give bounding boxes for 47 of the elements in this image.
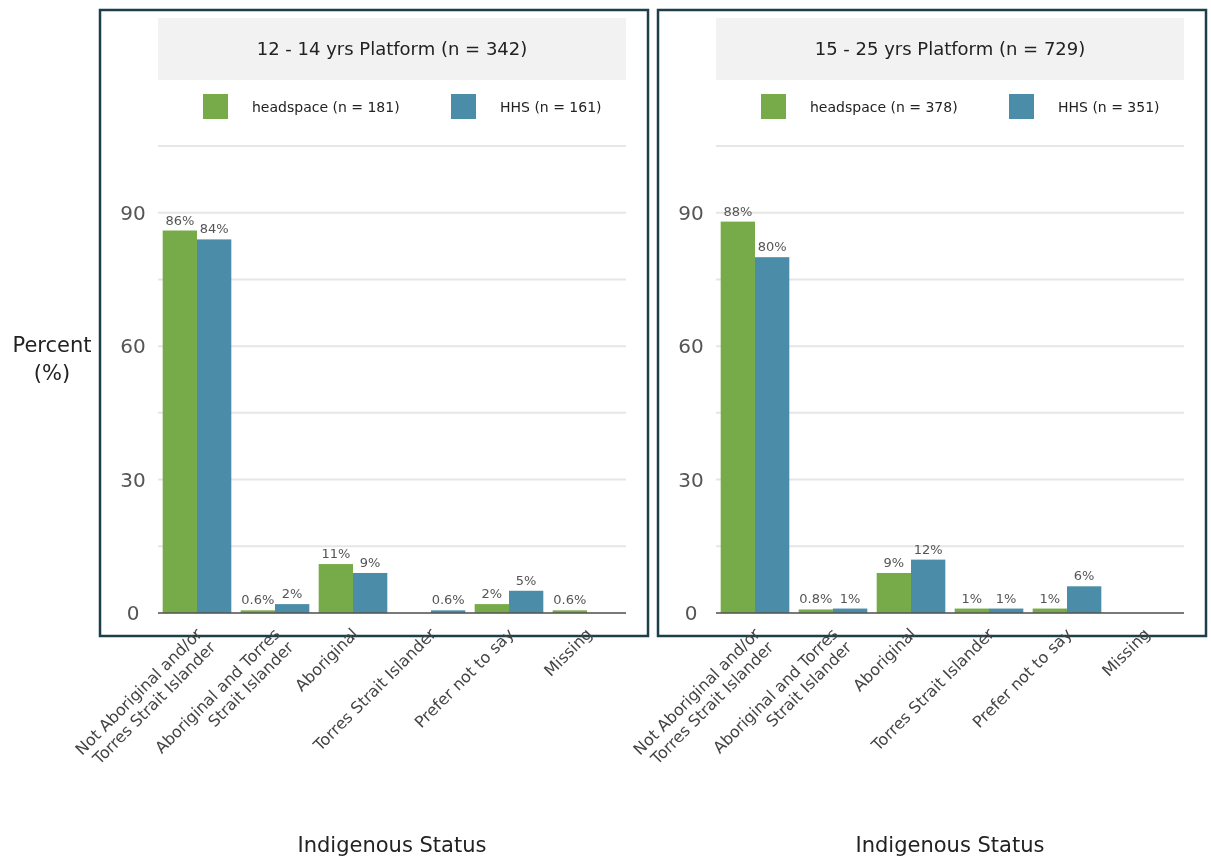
x-axis-title: Indigenous Status: [855, 833, 1045, 857]
data-label: 9%: [359, 554, 381, 570]
y-tick-label: 30: [120, 467, 146, 492]
data-label: 1%: [961, 590, 983, 606]
data-label: 0.8%: [799, 591, 833, 607]
legend-label: headspace (n = 378): [810, 99, 958, 115]
bar: [353, 572, 388, 613]
y-tick-label: 0: [126, 601, 140, 625]
data-label: 0.6%: [241, 592, 275, 608]
bar: [755, 257, 790, 613]
data-label: 9%: [883, 554, 905, 570]
bar: [162, 230, 197, 613]
data-label: 80%: [757, 239, 787, 255]
data-label: 6%: [1073, 568, 1095, 584]
bar: [911, 559, 946, 613]
data-label: 5%: [515, 572, 537, 588]
data-label: 1%: [1039, 590, 1061, 606]
data-label: 2%: [481, 586, 503, 602]
data-label: 0.6%: [431, 592, 465, 608]
chart-title: 12 - 14 yrs Platform (n = 342): [256, 38, 528, 59]
y-tick-label: 60: [120, 334, 146, 359]
data-label: 88%: [723, 203, 753, 219]
data-label: 12%: [913, 541, 943, 557]
data-label: 84%: [199, 221, 229, 237]
y-tick-label: 60: [678, 334, 704, 359]
chart-title: 15 - 25 yrs Platform (n = 729): [814, 38, 1086, 59]
legend-label: headspace (n = 181): [252, 99, 400, 115]
y-tick-label: 90: [678, 200, 704, 225]
bar: [197, 239, 232, 613]
y-tick-label: 30: [678, 467, 704, 492]
bar: [876, 572, 911, 613]
bar: [509, 590, 544, 613]
data-label: 1%: [995, 590, 1017, 606]
bar: [318, 564, 353, 613]
y-tick-label: 0: [684, 601, 698, 625]
bar: [1067, 586, 1102, 613]
legend-label: HHS (n = 351): [1058, 99, 1160, 115]
y-tick-label: 90: [120, 200, 146, 225]
bar: [720, 221, 755, 613]
x-axis-title: Indigenous Status: [297, 833, 487, 857]
data-label: 1%: [839, 590, 861, 606]
data-label: 2%: [281, 586, 303, 602]
data-label: 0.6%: [553, 592, 587, 608]
y-axis-title: Percent (%): [12, 333, 92, 385]
data-label: 86%: [165, 212, 195, 228]
legend-label: HHS (n = 161): [500, 99, 602, 115]
data-label: 11%: [321, 546, 351, 562]
